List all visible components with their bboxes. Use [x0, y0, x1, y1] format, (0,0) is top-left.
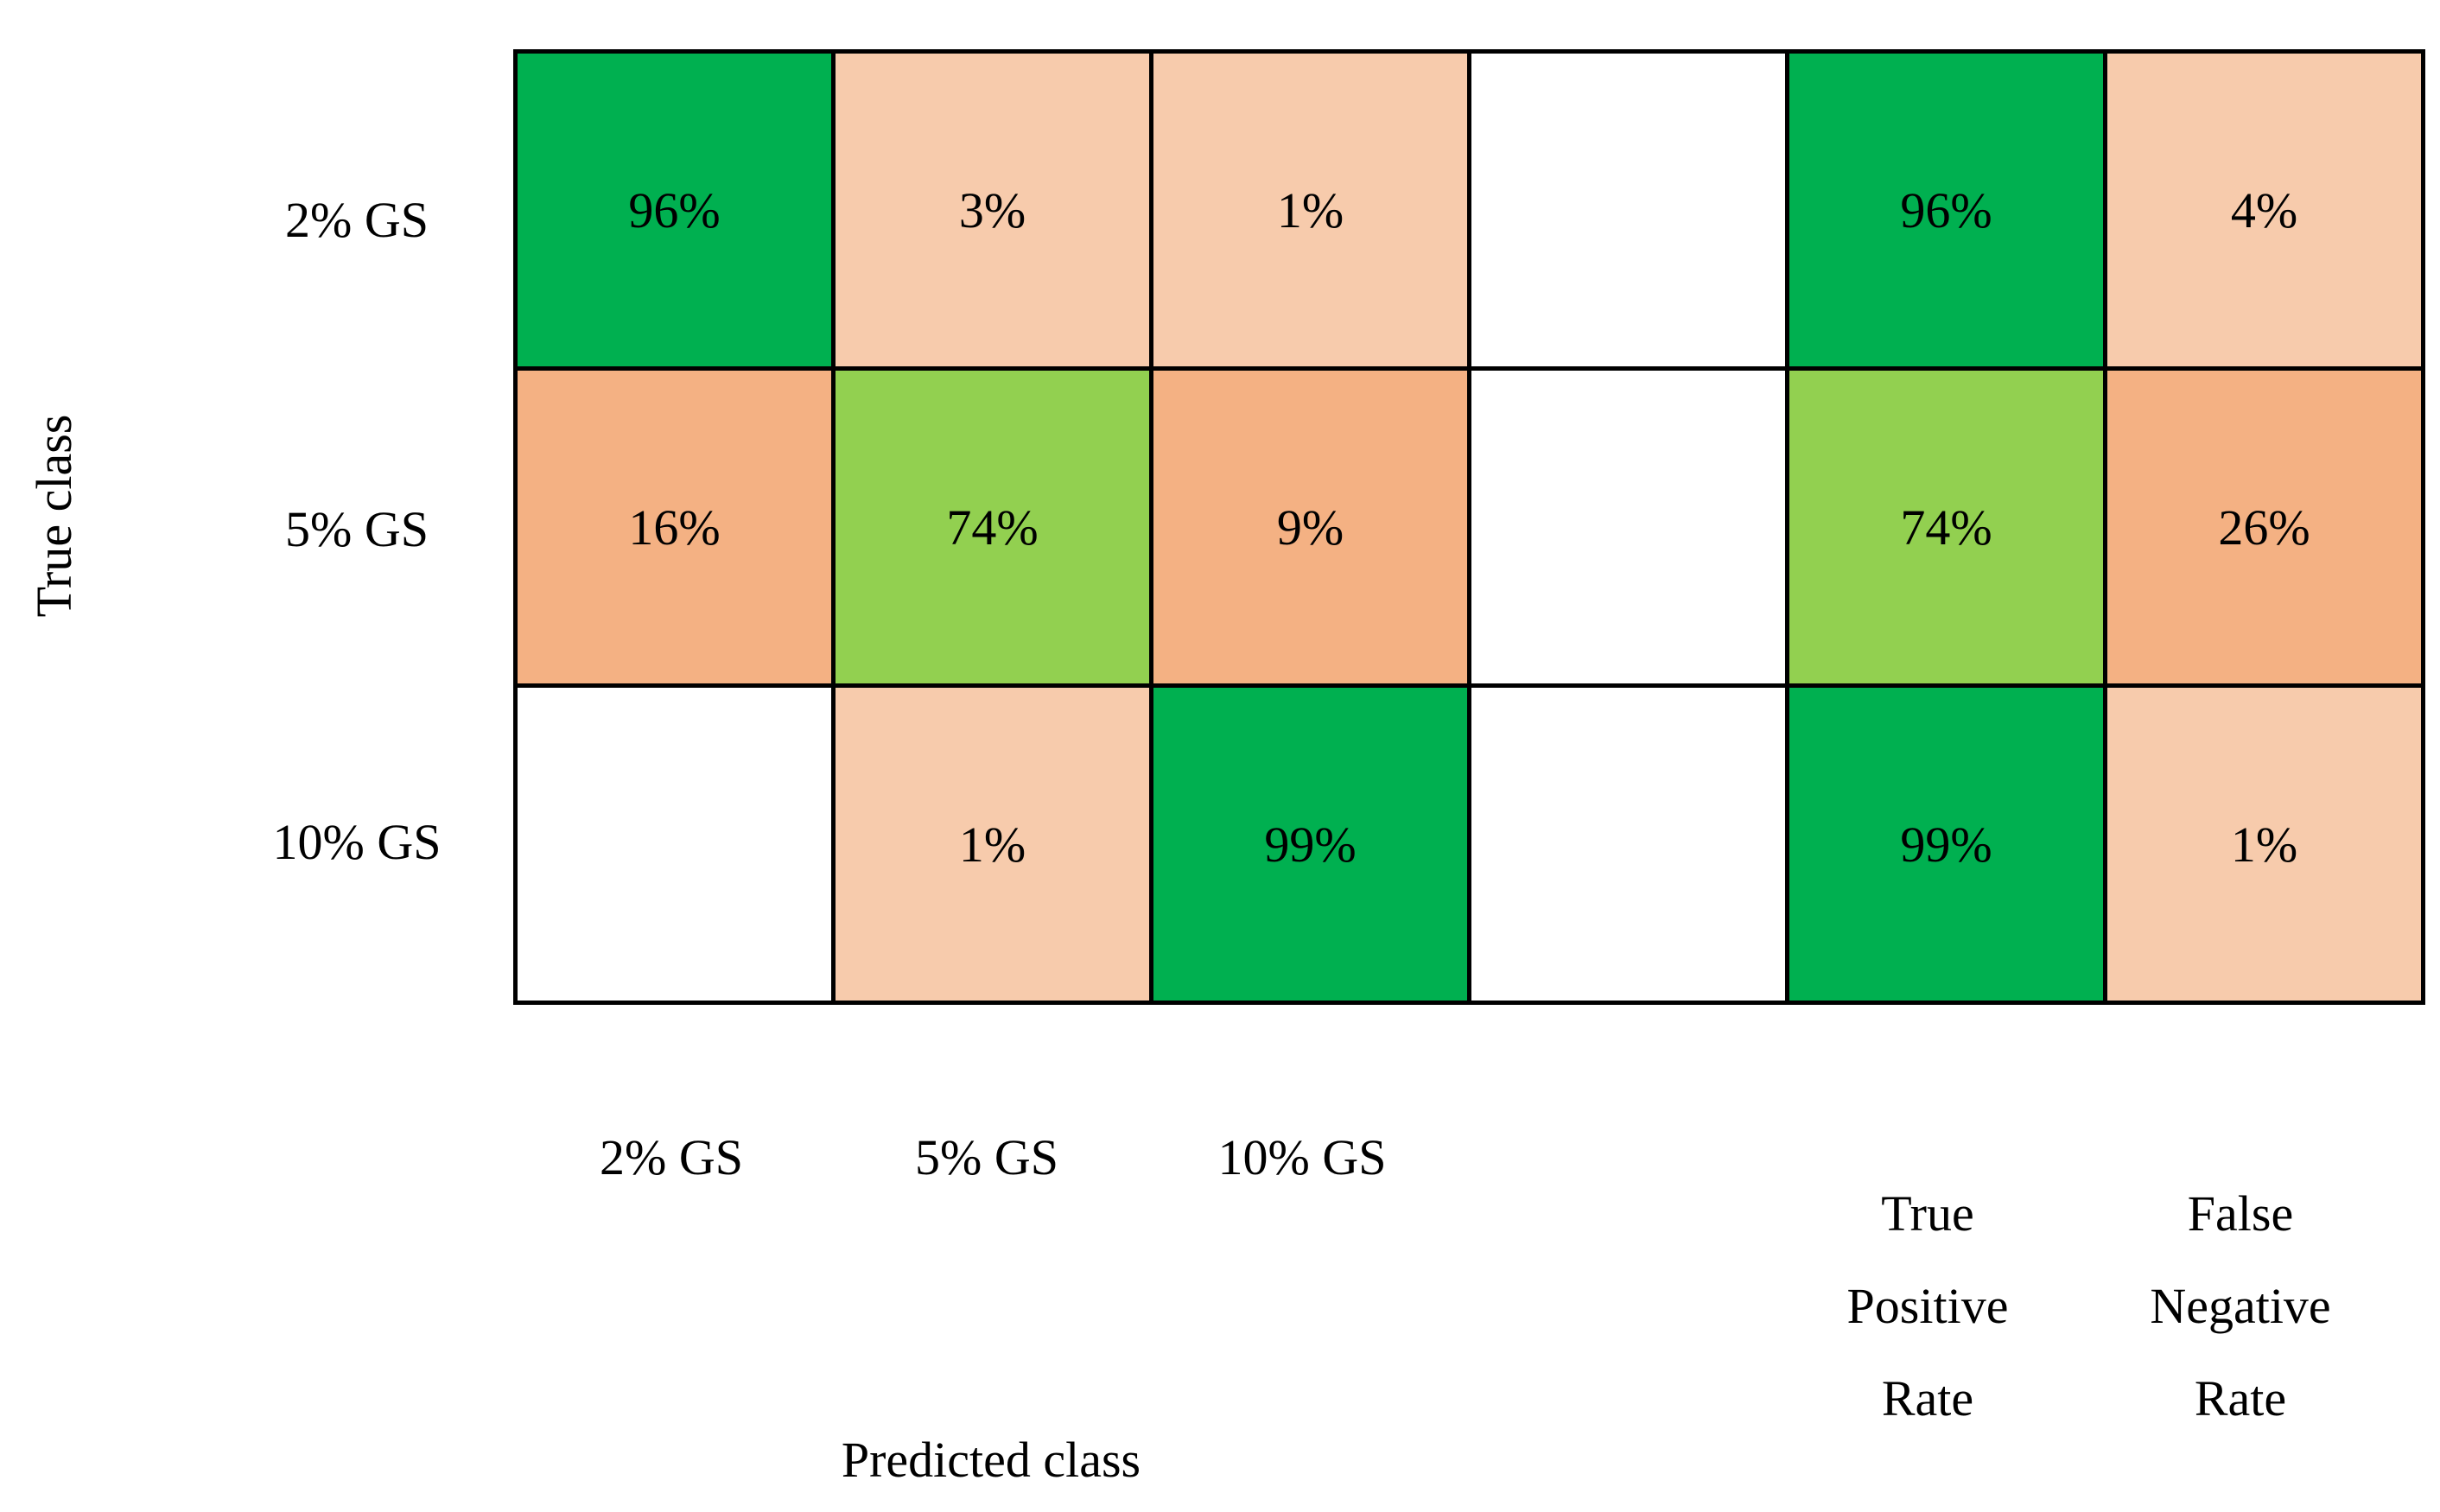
- tpr-label-line-3: Rate: [1881, 1370, 1974, 1426]
- matrix-row-10pct-gs: 1% 99% 99% 1%: [513, 683, 2425, 1005]
- fnr-label-line-2: Negative: [2150, 1278, 2331, 1334]
- cell-true2-pred10: 1%: [1149, 49, 1471, 371]
- col-label-true-positive-rate: True Positive Rate: [1755, 1167, 2100, 1445]
- cell-true10-pred2: [513, 683, 836, 1005]
- row-label-2pct-gs: 2% GS: [285, 192, 429, 248]
- matrix-row-2pct-gs: 96% 3% 1% 96% 4%: [513, 49, 2425, 371]
- cell-true10-pred10: 99%: [1149, 683, 1471, 1005]
- tpr-label-line-2: Positive: [1846, 1278, 2009, 1334]
- col-label-5pct-gs: 5% GS: [915, 1129, 1058, 1185]
- cell-true10-tpr: 99%: [1785, 683, 2107, 1005]
- fnr-label-line-3: Rate: [2194, 1370, 2287, 1426]
- cell-true5-fnr: 26%: [2103, 366, 2425, 688]
- matrix-row-5pct-gs: 16% 74% 9% 74% 26%: [513, 366, 2425, 688]
- col-label-10pct-gs: 10% GS: [1217, 1129, 1387, 1185]
- cell-true2-pred2: 96%: [513, 49, 836, 371]
- col-label-false-negative-rate: False Negative Rate: [2068, 1167, 2413, 1445]
- cell-true5-pred2: 16%: [513, 366, 836, 688]
- cell-true10-spacer: [1467, 683, 1789, 1005]
- fnr-label-line-1: False: [2187, 1185, 2294, 1242]
- y-axis-title: True class: [26, 414, 82, 618]
- cell-true5-tpr: 74%: [1785, 366, 2107, 688]
- cell-true10-pred5: 1%: [831, 683, 1153, 1005]
- tpr-label-line-1: True: [1881, 1185, 1974, 1242]
- cell-true2-spacer: [1467, 49, 1789, 371]
- confusion-matrix-grid: 96% 3% 1% 96% 4% 16% 74% 9% 74% 26% 1% 9…: [513, 49, 2425, 1005]
- cell-true2-pred5: 3%: [831, 49, 1153, 371]
- cell-true10-fnr: 1%: [2103, 683, 2425, 1005]
- col-label-2pct-gs: 2% GS: [600, 1129, 743, 1185]
- row-label-10pct-gs: 10% GS: [272, 814, 442, 870]
- matrix-body: 96% 3% 1% 96% 4% 16% 74% 9% 74% 26% 1% 9…: [513, 49, 2425, 1005]
- cell-true2-tpr: 96%: [1785, 49, 2107, 371]
- x-axis-title: Predicted class: [841, 1432, 1141, 1488]
- cell-true2-fnr: 4%: [2103, 49, 2425, 371]
- cell-true5-pred10: 9%: [1149, 366, 1471, 688]
- cell-true5-pred5: 74%: [831, 366, 1153, 688]
- cell-true5-spacer: [1467, 366, 1789, 688]
- row-label-5pct-gs: 5% GS: [285, 501, 429, 557]
